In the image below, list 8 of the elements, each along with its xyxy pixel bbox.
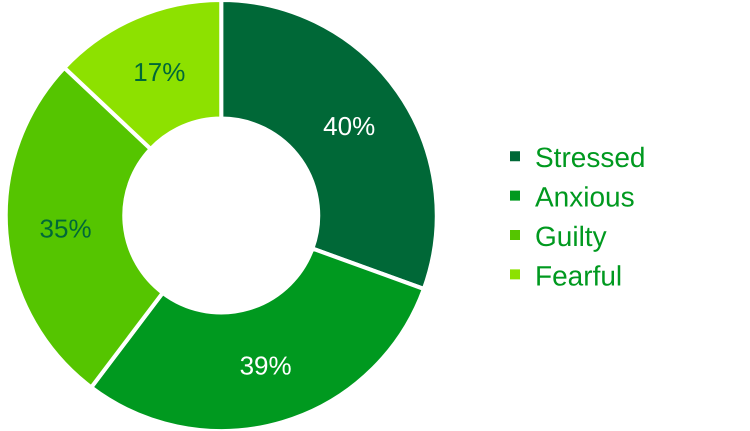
legend-label: Guilty <box>535 220 607 252</box>
legend-label: Fearful <box>535 260 622 292</box>
data-label: 17% <box>133 57 186 88</box>
data-label: 39% <box>240 350 292 380</box>
data-label: 40% <box>323 110 376 141</box>
legend-label: Stressed <box>535 142 646 174</box>
legend-label: Anxious <box>535 182 635 213</box>
data-label: 35% <box>40 214 92 244</box>
